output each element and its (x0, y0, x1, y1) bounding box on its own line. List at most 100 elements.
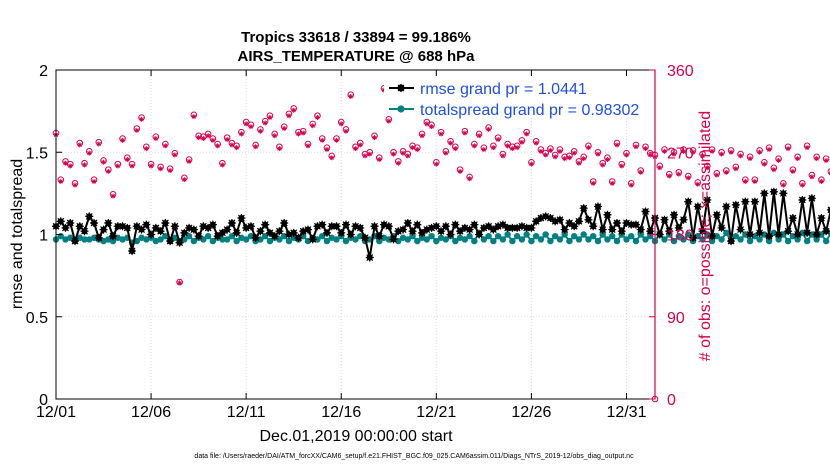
rmse-point (689, 233, 698, 242)
obs-assimilated-point (177, 280, 183, 286)
obs-assimilated-point (438, 131, 444, 137)
obs-assimilated-point (666, 173, 672, 179)
obs-assimilated-point (609, 180, 615, 186)
obs-assimilated-point (571, 150, 577, 156)
rmse-point (189, 225, 198, 234)
obs-assimilated-point (557, 148, 563, 154)
spread-point (428, 232, 435, 240)
obs-assimilated-point (267, 115, 273, 121)
obs-assimilated-point (219, 162, 225, 168)
obs-assimilated-point (733, 166, 739, 172)
rmse-point (403, 218, 412, 227)
obs-assimilated-point (333, 137, 339, 143)
rmse-point (703, 195, 712, 204)
spread-point (803, 237, 811, 245)
obs-assimilated-point (433, 161, 439, 167)
spread-point (742, 231, 749, 238)
rmse-point (746, 230, 755, 239)
obs-assimilated-point (257, 128, 263, 134)
obs-assimilated-point (681, 148, 687, 154)
rmse-point (712, 210, 721, 219)
rmse-point (655, 230, 664, 239)
rmse-point (627, 220, 636, 229)
spread-point (285, 237, 293, 245)
rmse-point (375, 232, 384, 241)
spread-point (746, 237, 754, 245)
obs-assimilated-point (742, 178, 748, 184)
obs-assimilated-point (391, 151, 397, 157)
rmse-point (560, 225, 569, 234)
obs-assimilated-point (585, 145, 591, 151)
spread-point (528, 237, 535, 245)
spread-point (404, 236, 411, 243)
spread-point (185, 232, 193, 240)
rmse-point (166, 237, 175, 246)
rmse-point (223, 225, 232, 234)
obs-assimilated-point (305, 143, 311, 149)
rmse-point (565, 218, 574, 227)
rmse-point (261, 220, 270, 229)
obs-assimilated-point (143, 146, 149, 152)
obs-assimilated-point (253, 144, 259, 150)
rmse-point (698, 227, 707, 236)
rmse-point (765, 232, 774, 241)
legend-rmse-marker (397, 84, 405, 92)
spread-point (680, 236, 687, 243)
obs-assimilated-point (790, 168, 796, 174)
obs-assimilated-point (215, 143, 221, 149)
rmse-point (803, 228, 812, 237)
rmse-point (593, 202, 602, 211)
obs-assimilated-point (642, 146, 648, 152)
obs-assimilated-point (709, 148, 715, 154)
rmse-point (99, 225, 108, 234)
spread-point (575, 236, 583, 243)
obs-assimilated-point (505, 143, 511, 149)
rmse-point (170, 222, 179, 231)
x-tick-label: 12/26 (511, 404, 551, 421)
obs-assimilated-point (286, 113, 292, 119)
obs-assimilated-point (276, 146, 282, 152)
rmse-point (736, 225, 745, 234)
rmse-point (769, 187, 778, 196)
spread-point (461, 236, 469, 243)
rmse-point (727, 237, 736, 246)
obs-assimilated-point (471, 143, 477, 149)
obs-assimilated-point (400, 150, 406, 156)
x-tick-label: 12/21 (416, 404, 456, 421)
obs-assimilated-point (476, 133, 482, 139)
rmse-point (384, 222, 393, 231)
spread-point (352, 236, 359, 243)
obs-assimilated-point (338, 121, 344, 127)
rmse-point (784, 227, 793, 236)
obs-assimilated-point (676, 171, 682, 177)
spread-point (632, 237, 640, 245)
spread-point (452, 237, 459, 245)
rmse-point (303, 225, 312, 234)
obs-assimilated-point (158, 166, 164, 172)
legend: rmse grand pr = 1.0441 totalspread grand… (384, 76, 654, 119)
obs-assimilated-point (823, 157, 829, 163)
rmse-point (322, 228, 331, 237)
obs-assimilated-point (205, 133, 211, 139)
spread-point (628, 232, 635, 240)
obs-assimilated-point (129, 163, 135, 169)
tick-layer: 12/01 12/06 12/11 12/16 12/21 12/26 12/31 0 0.5 1… (26, 63, 694, 421)
rmse-point (213, 232, 222, 241)
spread-point (699, 236, 706, 243)
obs-assimilated-point (200, 136, 206, 142)
rmse-point (389, 235, 398, 244)
obs-assimilated-point (96, 141, 102, 147)
obs-assimilated-point (148, 163, 154, 169)
spread-point (228, 232, 236, 240)
rmse-point (128, 246, 137, 255)
spread-point (513, 232, 521, 240)
spread-point (494, 232, 502, 240)
obs-assimilated-point (357, 142, 363, 148)
rmse-point (94, 233, 103, 242)
spread-point (509, 237, 516, 245)
spread-point (756, 236, 763, 243)
spread-point (223, 236, 231, 243)
rmse-point (132, 222, 141, 231)
rmse-point (741, 197, 750, 206)
obs-assimilated-point (509, 146, 515, 152)
